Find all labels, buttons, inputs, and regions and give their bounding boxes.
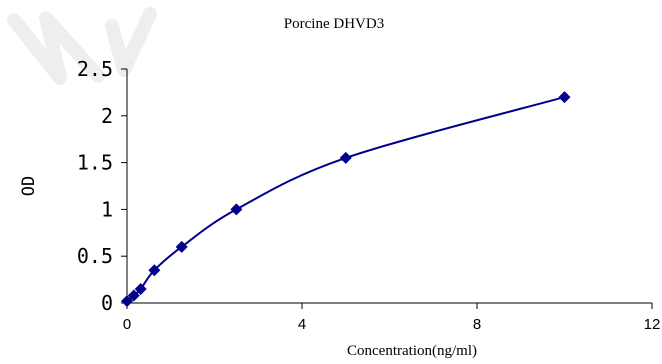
x-tick-label: 0 bbox=[123, 316, 131, 333]
data-point bbox=[230, 203, 243, 216]
y-tick-label: 1.5 bbox=[77, 151, 113, 175]
data-markers bbox=[121, 91, 571, 308]
x-tick-label: 4 bbox=[298, 316, 306, 333]
data-point bbox=[558, 91, 571, 104]
y-tick-label: 2 bbox=[101, 104, 113, 128]
chart-title: Porcine DHVD3 bbox=[284, 16, 384, 32]
y-tick-label: 0.5 bbox=[77, 244, 113, 268]
data-point bbox=[127, 289, 140, 302]
y-ticks: 0 0.5 1 1.5 2 2.5 bbox=[77, 57, 127, 315]
x-tick-label: 12 bbox=[644, 316, 661, 333]
data-point bbox=[175, 240, 188, 253]
y-tick-label: 1 bbox=[101, 197, 113, 221]
y-tick-label: 0 bbox=[101, 291, 113, 315]
y-axis-label: OD bbox=[19, 176, 39, 196]
x-tick-label: 8 bbox=[473, 316, 481, 333]
y-tick-label: 2.5 bbox=[77, 57, 113, 81]
data-point bbox=[148, 264, 161, 277]
data-point bbox=[134, 282, 147, 295]
data-point bbox=[121, 295, 133, 308]
x-axis-label: Concentration(ng/ml) bbox=[347, 343, 477, 359]
x-ticks: 0 4 8 12 bbox=[123, 303, 661, 333]
series-line bbox=[126, 96, 565, 302]
data-point bbox=[339, 151, 352, 164]
watermark bbox=[7, 7, 157, 85]
